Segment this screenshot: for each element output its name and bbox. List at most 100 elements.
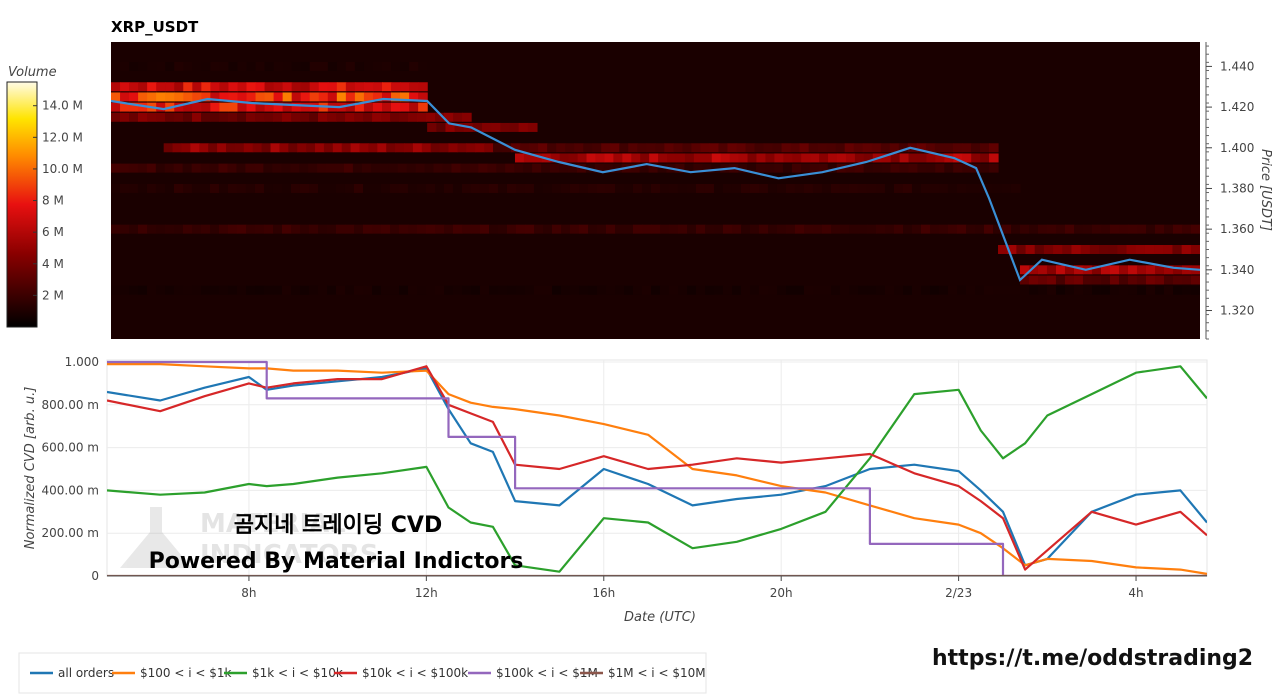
heatmap-cell [980, 163, 990, 173]
heatmap-cell [723, 224, 733, 234]
heatmap-cell [466, 143, 476, 153]
heatmap-cell [391, 92, 401, 102]
heatmap-cell [264, 102, 275, 112]
heatmap-cell [839, 183, 850, 193]
heatmap-cell [899, 153, 910, 163]
heatmap-cell [488, 183, 499, 193]
heatmap-cell [612, 163, 623, 173]
heatmap-cell [669, 285, 679, 295]
heatmap-cell [129, 285, 139, 295]
heatmap-cell [795, 285, 805, 295]
heatmap-cell [138, 285, 148, 295]
heatmap-cell [754, 143, 765, 153]
heatmap-cell [1046, 265, 1057, 275]
heatmap-cell [794, 183, 805, 193]
heatmap-cell [391, 102, 401, 112]
heatmap-cell [390, 224, 400, 234]
heatmap-cell [993, 224, 1003, 234]
colorbar: Volume 14.0 M 12.0 M 10.0 M 8 M 6 M 4 M 2 M [6, 65, 83, 328]
heatmap-cell [953, 163, 963, 173]
heatmap-cell [894, 285, 904, 295]
heatmap-cell [281, 163, 291, 173]
heatmap-cell [550, 163, 560, 173]
heatmap-cell [952, 143, 963, 153]
heatmap-cell [947, 183, 958, 193]
heatmap-cell [1173, 285, 1183, 295]
heatmap-cell [831, 285, 841, 295]
heatmap-cell [234, 143, 245, 153]
heatmap-cell [686, 183, 697, 193]
heatmap-cell [631, 153, 641, 163]
heatmap-cell [893, 183, 904, 193]
heatmap-cell [192, 92, 202, 102]
heatmap-cell [749, 183, 760, 193]
heatmap-cell [570, 285, 580, 295]
heatmap-cell [372, 102, 383, 112]
heatmap-cell [399, 112, 409, 122]
heatmap-cell [418, 61, 428, 71]
heatmap-cell [137, 183, 148, 193]
price-tick-label: 1.400 [1220, 141, 1254, 155]
heatmap-cell [409, 61, 419, 71]
heatmap-cell [156, 102, 166, 112]
heatmap-cell [799, 143, 810, 153]
heatmap-cell [1056, 224, 1066, 234]
heatmap-cell [926, 163, 936, 173]
heatmap-cell [862, 143, 873, 153]
heatmap-cell [550, 153, 561, 163]
telegram-link[interactable]: https://t.me/oddstrading2 [932, 646, 1253, 671]
heatmap-cell [397, 163, 408, 173]
heatmap-cell [400, 82, 410, 92]
heatmap-cell [111, 82, 121, 92]
heatmap-cell [693, 153, 704, 163]
heatmap-cell [854, 163, 865, 173]
heatmap-cell [252, 143, 263, 153]
heatmap-cell [1136, 265, 1147, 275]
heatmap-cell [412, 143, 423, 153]
heatmap-cell [659, 183, 670, 193]
heatmap-cell [601, 143, 611, 153]
heatmap-cell [309, 82, 320, 92]
heatmap-cell [1047, 285, 1057, 295]
heatmap-cell [370, 163, 381, 173]
heatmap-cell [264, 82, 275, 92]
heatmap-cell [939, 224, 949, 234]
heatmap-cell [1136, 275, 1147, 285]
heatmap-cell [1091, 275, 1102, 285]
heatmap-cell [345, 285, 355, 295]
heatmap-cell [424, 163, 435, 173]
heatmap-cell [308, 163, 318, 173]
heatmap-cell [1101, 285, 1111, 295]
heatmap-cell [917, 153, 928, 163]
heatmap-cell [454, 122, 465, 132]
heatmap-cell [201, 224, 211, 234]
heatmap-cell [506, 183, 517, 193]
heatmap-cell [1011, 285, 1021, 295]
heatmap-cell [831, 224, 841, 234]
heatmap-cell [1154, 244, 1164, 254]
heatmap-cell [183, 224, 193, 234]
heatmap-cell [345, 102, 356, 112]
heatmap-cell [462, 285, 472, 295]
heatmap-cell [916, 143, 927, 153]
heatmap-cell [290, 183, 301, 193]
heatmap-cell [840, 224, 850, 234]
heatmap-cell [637, 143, 647, 153]
heatmap-panel: 1.440 1.420 1.400 1.380 1.360 1.340 1.320 Pric… [111, 42, 1273, 340]
heatmap-cell [660, 285, 670, 295]
heatmap-cell [246, 112, 256, 122]
heatmap-cell [380, 183, 391, 193]
heatmap-cell [201, 82, 211, 92]
heatmap-cell [354, 92, 365, 102]
heatmap-cell [273, 82, 284, 92]
x-tick-label: 12h [415, 586, 438, 600]
x-tick-label: 8h [241, 586, 256, 600]
heatmap-cell [399, 285, 409, 295]
heatmap-cell [1191, 224, 1200, 234]
heatmap-cell [408, 285, 418, 295]
heatmap-cell [390, 112, 400, 122]
heatmap-cell [595, 153, 606, 163]
heatmap-cell [336, 224, 346, 234]
heatmap-cell [669, 224, 679, 234]
heatmap-cell [925, 143, 936, 153]
